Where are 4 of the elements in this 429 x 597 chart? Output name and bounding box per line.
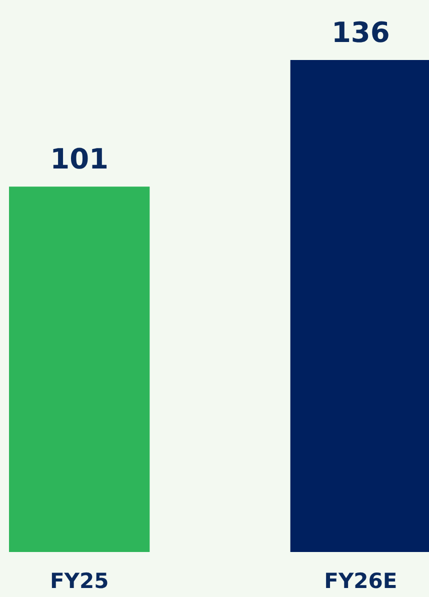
data-label: 136 (331, 16, 390, 49)
x-tick-label: FY26E (324, 569, 398, 593)
x-tick-label: FY25 (50, 569, 109, 593)
data-label: 101 (50, 142, 109, 176)
